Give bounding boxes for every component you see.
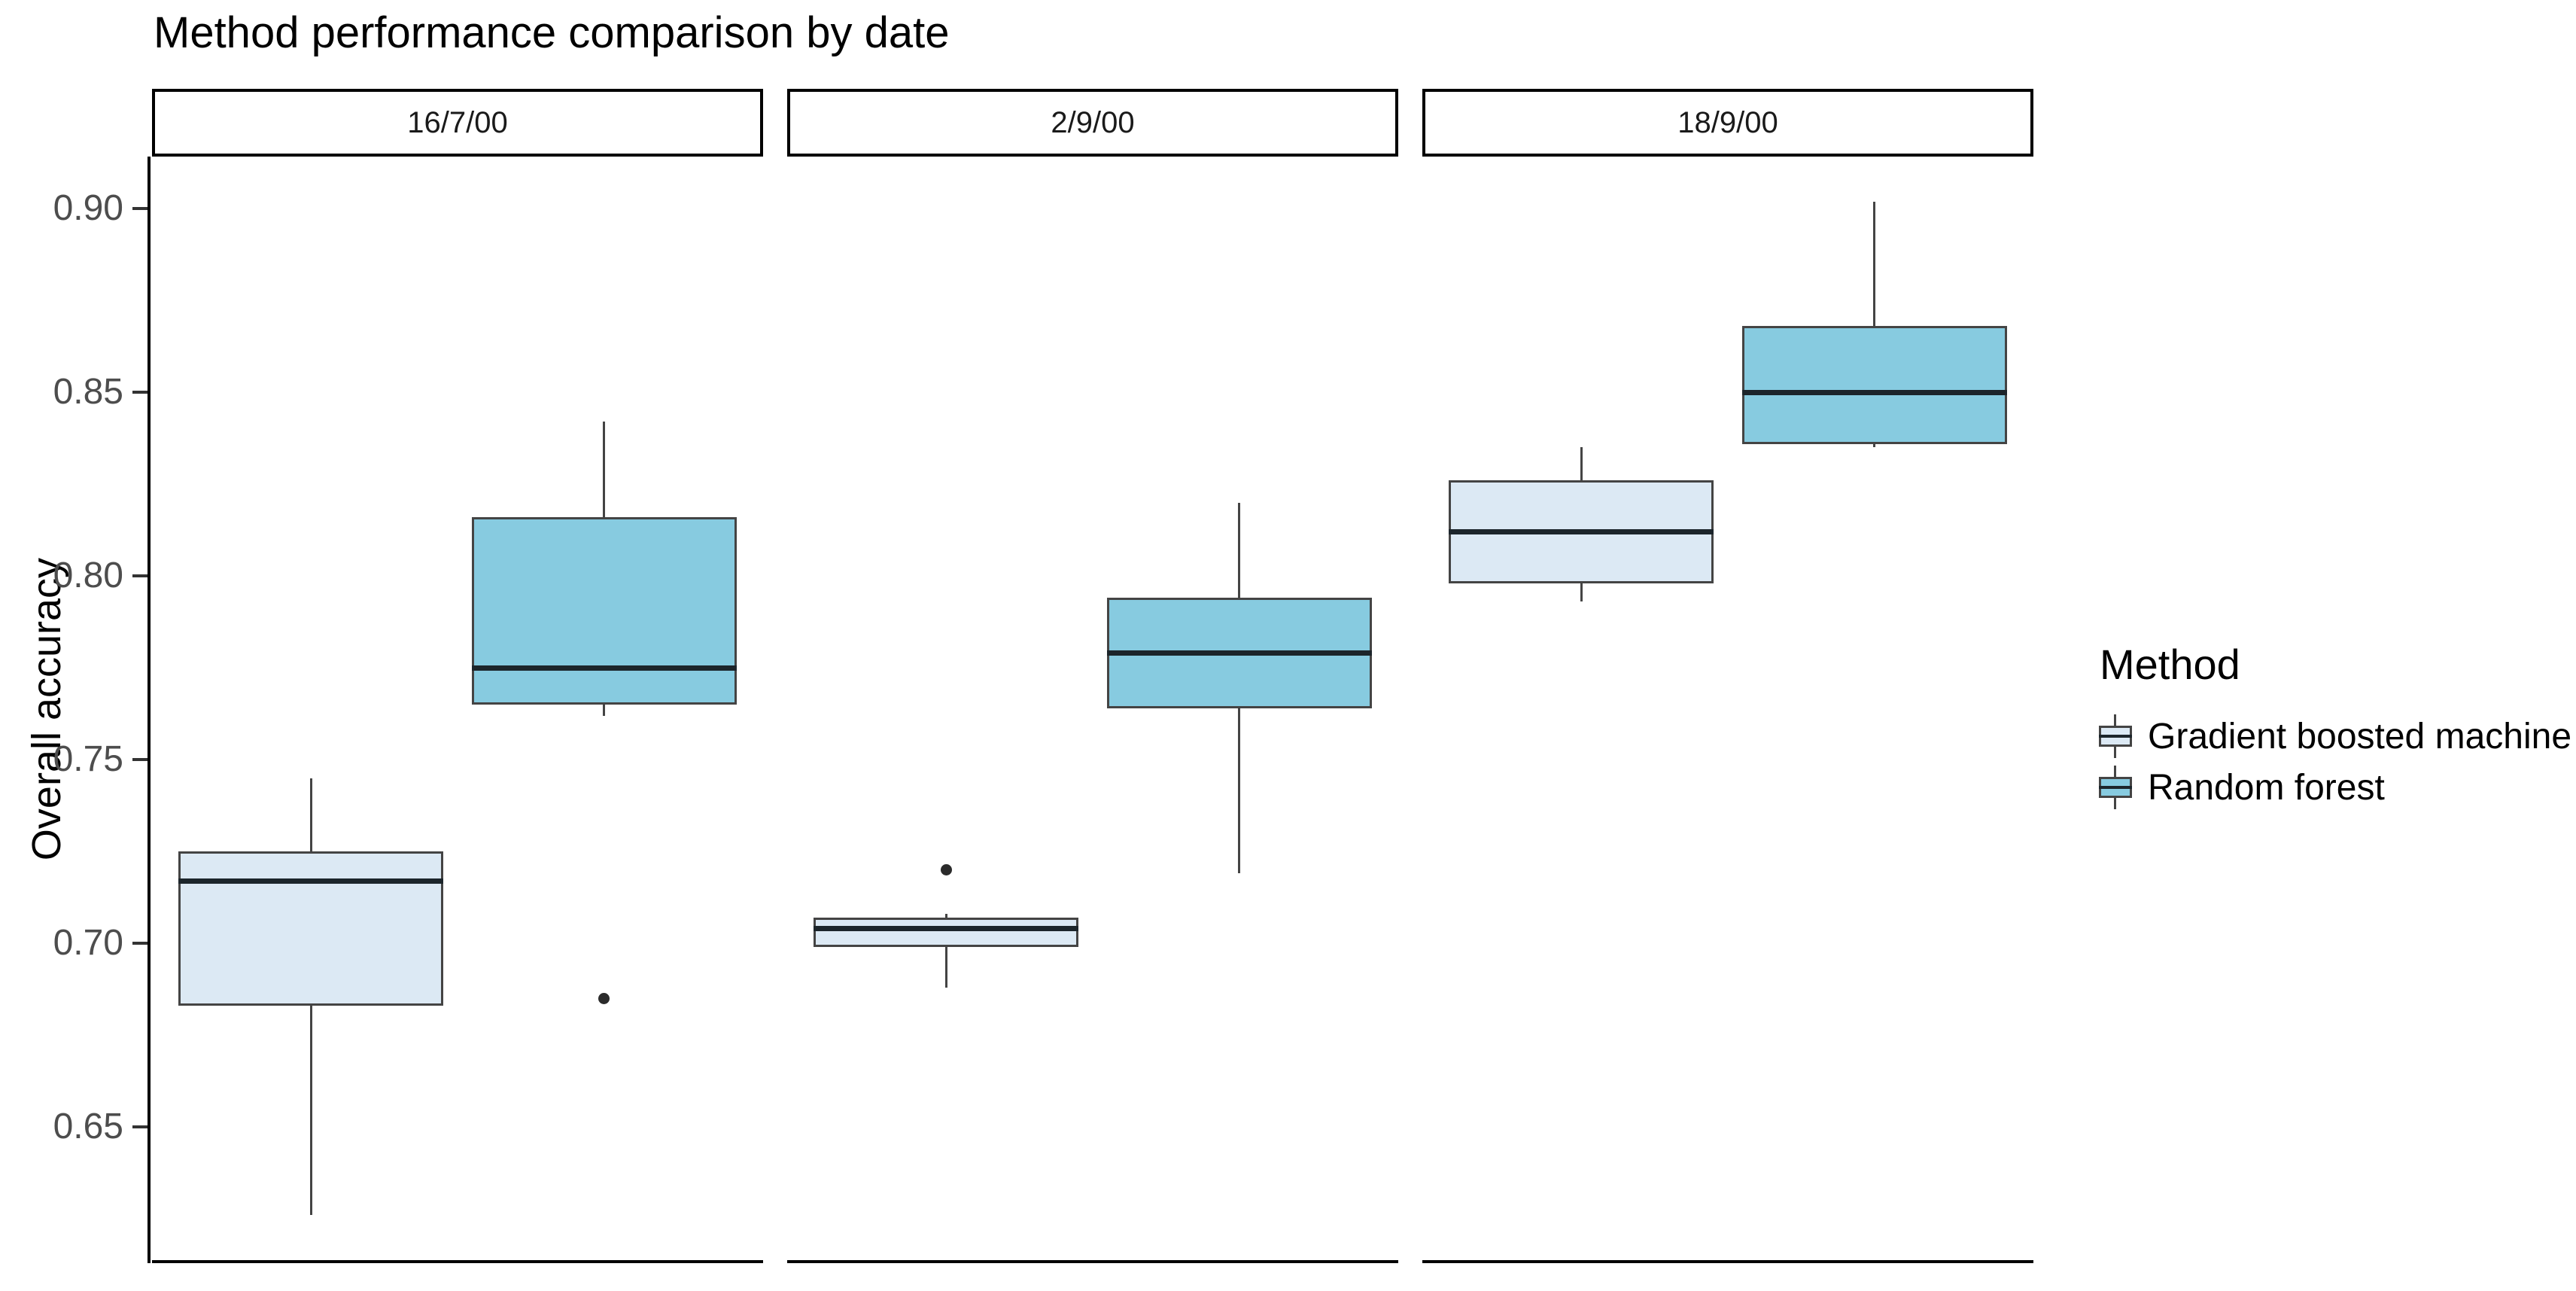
boxplot-box: [471, 517, 737, 705]
chart-title: Method performance comparison by date: [154, 8, 950, 57]
legend-key-median: [2099, 786, 2132, 789]
boxplot-median-line: [1449, 529, 1714, 535]
y-tick-label: 0.85: [53, 372, 123, 413]
legend-boxplot-key-icon: [2098, 714, 2133, 758]
boxplot-whisker-upper: [1873, 201, 1876, 327]
boxplot-box: [178, 851, 444, 1006]
x-axis-line: [1422, 1260, 2033, 1263]
y-tick-label: 0.70: [53, 923, 123, 964]
y-tick-mark: [132, 942, 148, 945]
boxplot-box: [814, 917, 1079, 947]
boxplot-whisker-upper: [944, 914, 947, 918]
boxplot-median-line: [1106, 650, 1372, 656]
y-tick-mark: [132, 758, 148, 762]
boxplot-median-line: [471, 665, 737, 671]
y-axis-label: Overall accuracy: [24, 557, 69, 861]
y-tick-mark: [132, 207, 148, 211]
y-tick-label: 0.75: [53, 739, 123, 780]
facet-strip-label: 18/9/00: [1677, 105, 1778, 139]
facet-strip-label: 2/9/00: [1051, 105, 1135, 139]
boxplot-whisker-upper: [603, 422, 606, 518]
x-axis-line: [787, 1260, 1398, 1263]
legend-entries: Gradient boosted machine Random forest: [2098, 714, 2571, 809]
legend-entry: Random forest: [2098, 766, 2571, 809]
boxplot-median-line: [178, 878, 444, 884]
legend-title: Method: [2100, 641, 2240, 688]
y-tick-mark: [132, 574, 148, 578]
boxplot-whisker-lower: [944, 946, 947, 988]
y-tick-label: 0.65: [53, 1106, 123, 1146]
y-tick-label: 0.80: [53, 556, 123, 596]
y-tick-label: 0.90: [53, 188, 123, 229]
boxplot-whisker-upper: [309, 778, 312, 852]
boxplot-whisker-upper: [1580, 447, 1583, 481]
legend-entry: Gradient boosted machine: [2098, 714, 2571, 758]
facet-strip: 2/9/00: [787, 89, 1398, 157]
legend: Method Gradient boosted machine Random fo…: [2098, 640, 2571, 817]
y-tick-mark: [132, 1125, 148, 1128]
boxplot-whisker-lower: [1873, 443, 1876, 448]
legend-boxplot-key-icon: [2098, 766, 2133, 809]
legend-entry-label: Gradient boosted machine: [2148, 716, 2572, 757]
y-axis-line: [148, 157, 151, 1263]
legend-entry-label: Random forest: [2148, 767, 2385, 808]
outlier-point: [598, 992, 610, 1004]
boxplot-whisker-upper: [1238, 502, 1241, 598]
y-tick-mark: [132, 391, 148, 394]
legend-key-median: [2099, 735, 2132, 738]
boxplot-whisker-lower: [1238, 708, 1241, 874]
outlier-point: [940, 863, 952, 875]
facet-strip: 16/7/00: [152, 89, 763, 157]
boxplot-median-line: [1741, 389, 2007, 395]
boxplot-whisker-lower: [1580, 583, 1583, 602]
boxplot-whisker-lower: [309, 1005, 312, 1216]
boxplot-whisker-lower: [603, 704, 606, 716]
boxplot-median-line: [814, 926, 1079, 932]
boxplot-box: [1741, 326, 2007, 444]
facet-strip-label: 16/7/00: [407, 105, 508, 139]
facet-strip: 18/9/00: [1422, 89, 2033, 157]
x-axis-line: [152, 1260, 763, 1263]
